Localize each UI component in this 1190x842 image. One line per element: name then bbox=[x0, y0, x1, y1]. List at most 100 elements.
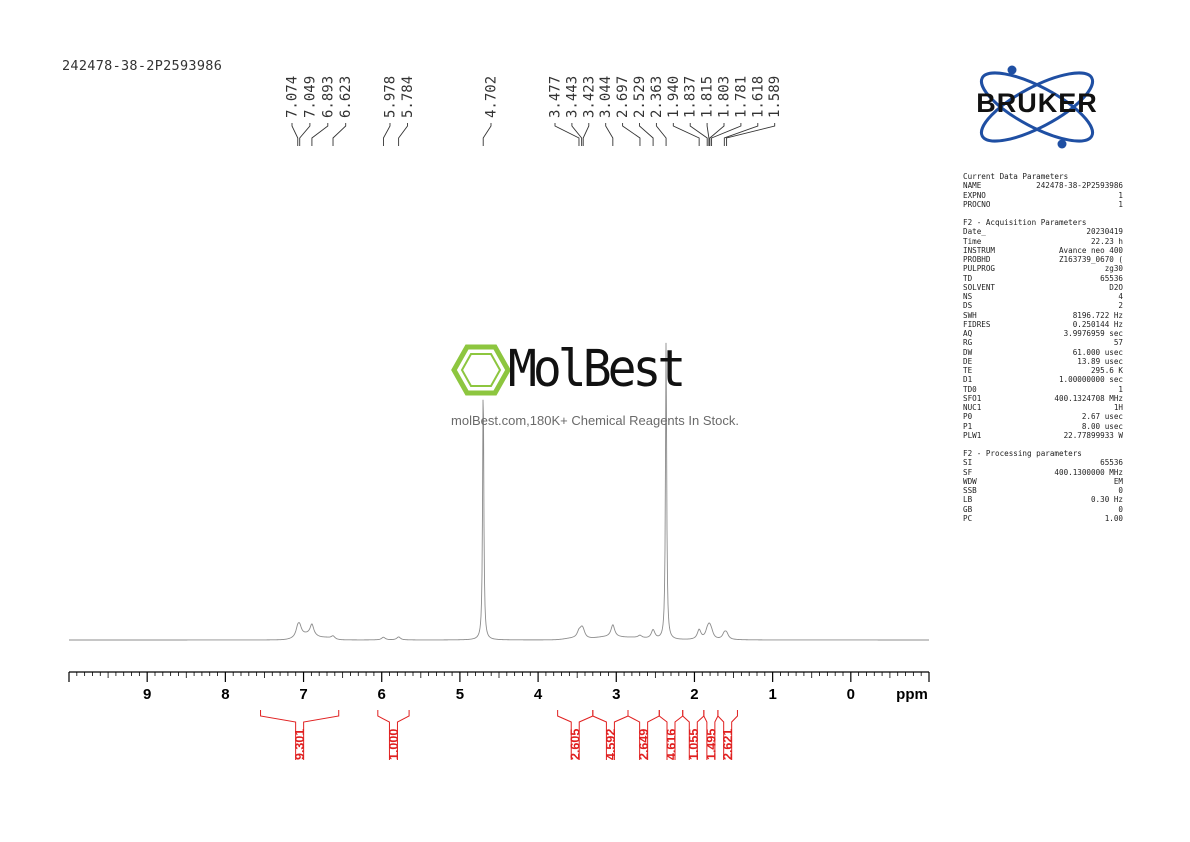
param-value: 295.6 K bbox=[1090, 366, 1123, 375]
processing-params-title: F2 - Processing parameters bbox=[963, 449, 1082, 458]
param-row: P1 8.00 usec bbox=[963, 422, 1123, 431]
integral-value: 2.605 bbox=[569, 729, 583, 760]
param-value: 4 bbox=[1118, 292, 1123, 301]
tick-label: 8 bbox=[221, 686, 229, 703]
peak-label: 6.623 bbox=[338, 76, 354, 118]
peak-label: 3.477 bbox=[548, 76, 564, 118]
param-value: 0 bbox=[1118, 486, 1123, 495]
acquisition-params-title: F2 - Acquisition Parameters bbox=[963, 218, 1087, 227]
spectrum-line bbox=[69, 342, 929, 641]
param-value: 22.23 h bbox=[1090, 236, 1123, 246]
peak-label: 2.529 bbox=[632, 76, 648, 118]
peak-connector bbox=[482, 123, 492, 146]
param-key: P0 bbox=[963, 412, 973, 422]
peak-connector bbox=[299, 123, 311, 146]
peak-connector bbox=[672, 123, 700, 146]
param-key: AQ bbox=[963, 329, 973, 338]
param-key: PULPROG bbox=[963, 264, 996, 274]
peak-label: 1.618 bbox=[750, 76, 766, 118]
integral-bracket bbox=[703, 710, 708, 760]
param-value: 1H bbox=[1113, 403, 1123, 412]
param-row: WDW EM bbox=[963, 477, 1123, 486]
peak-label: 2.363 bbox=[649, 76, 665, 118]
param-row: FIDRES 0.250144 Hz bbox=[963, 320, 1123, 329]
param-value: 22.77899933 W bbox=[1063, 430, 1123, 440]
integral-value: 4.616 bbox=[665, 729, 679, 760]
peak-label: 3.044 bbox=[598, 76, 614, 118]
param-row: AQ 3.9976959 sec bbox=[963, 329, 1123, 338]
peak-label: 5.784 bbox=[400, 76, 416, 118]
param-value: 20230419 bbox=[1086, 227, 1123, 237]
param-value: 400.1324708 MHz bbox=[1054, 393, 1123, 403]
param-value: 65536 bbox=[1100, 458, 1123, 468]
peak-connector bbox=[291, 123, 299, 146]
param-key: SI bbox=[963, 458, 973, 468]
param-row: PROCNO 1 bbox=[963, 200, 1123, 209]
tick-label: 6 bbox=[378, 686, 386, 703]
param-row: PLW1 22.77899933 W bbox=[963, 431, 1123, 440]
param-key: LB bbox=[963, 495, 973, 505]
peak-connector bbox=[622, 123, 641, 146]
acquisition-parameters-panel: Current Data Parameters NAME 242478-38-2P… bbox=[963, 172, 1123, 523]
ppm-axis: 9 8 7 6 5 4 3 2 1 0 ppm bbox=[68, 671, 930, 703]
peak-connector bbox=[655, 123, 667, 146]
tick-label: 7 bbox=[299, 686, 307, 703]
peak-connector bbox=[582, 123, 590, 146]
param-key: SF bbox=[963, 467, 973, 477]
tick-label: 3 bbox=[612, 686, 620, 703]
param-key: Time bbox=[963, 236, 982, 246]
param-value: D2O bbox=[1109, 282, 1123, 292]
param-row: SWH 8196.722 Hz bbox=[963, 311, 1123, 320]
param-key: NAME bbox=[963, 181, 982, 191]
integral-bracket bbox=[717, 710, 725, 760]
integral-bracket bbox=[377, 710, 390, 760]
peak-label: 3.443 bbox=[564, 76, 580, 118]
param-key: DS bbox=[963, 301, 973, 311]
param-key: FIDRES bbox=[963, 319, 991, 329]
param-row: INSTRUM Avance neo 400 bbox=[963, 246, 1123, 255]
param-value: 61.000 usec bbox=[1072, 347, 1123, 357]
param-row: LB 0.30 Hz bbox=[963, 495, 1123, 504]
param-row: PULPROG zg30 bbox=[963, 264, 1123, 273]
current-params-title: Current Data Parameters bbox=[963, 172, 1069, 181]
param-value: 0.30 Hz bbox=[1090, 495, 1123, 505]
integral-group: 9.301 1.000 2.605 4.592 2.649 4.616 1.055 1.495… bbox=[260, 710, 738, 760]
param-row: NAME 242478-38-2P2593986 bbox=[963, 181, 1123, 190]
peak-connector bbox=[711, 123, 742, 146]
param-row: SI 65536 bbox=[963, 458, 1123, 467]
tick-label: 4 bbox=[534, 686, 543, 703]
param-row: NUC1 1H bbox=[963, 403, 1123, 412]
param-row: TD0 1 bbox=[963, 385, 1123, 394]
peak-connector bbox=[332, 123, 347, 146]
param-value: 2 bbox=[1118, 301, 1123, 311]
param-row: TD 65536 bbox=[963, 274, 1123, 283]
param-value: Avance neo 400 bbox=[1058, 245, 1123, 255]
param-value: EM bbox=[1113, 476, 1123, 486]
peak-label: 4.702 bbox=[484, 76, 500, 118]
param-value: Z163739_0670 ( bbox=[1058, 255, 1123, 264]
peak-connector bbox=[571, 123, 583, 146]
param-row: SF 400.1300000 MHz bbox=[963, 468, 1123, 477]
param-key: NUC1 bbox=[963, 403, 982, 412]
peak-label: 1.589 bbox=[767, 76, 783, 118]
param-row: D1 1.00000000 sec bbox=[963, 375, 1123, 384]
molbest-tagline: molBest.com,180K+ Chemical Reagents In S… bbox=[451, 413, 739, 428]
param-key: TD bbox=[963, 273, 973, 283]
peak-label: 2.697 bbox=[615, 76, 631, 118]
param-row: DE 13.89 usec bbox=[963, 357, 1123, 366]
integral-bracket bbox=[396, 710, 410, 760]
param-key: SOLVENT bbox=[963, 282, 996, 292]
param-value: 1 bbox=[1118, 384, 1123, 394]
param-key: INSTRUM bbox=[963, 245, 996, 255]
integral-value: 1.055 bbox=[687, 729, 701, 760]
peak-label: 1.837 bbox=[683, 76, 699, 118]
peak-label: 5.978 bbox=[383, 76, 399, 118]
param-value: 3.9976959 sec bbox=[1063, 329, 1123, 338]
param-row: DW 61.000 usec bbox=[963, 348, 1123, 357]
sample-name: 242478-38-2P2593986 bbox=[62, 58, 223, 74]
peak-label: 1.803 bbox=[717, 76, 733, 118]
integral-value: 1.495 bbox=[704, 729, 718, 760]
peak-connector bbox=[709, 123, 725, 146]
peak-connector bbox=[706, 123, 710, 146]
param-key: D1 bbox=[963, 375, 973, 385]
